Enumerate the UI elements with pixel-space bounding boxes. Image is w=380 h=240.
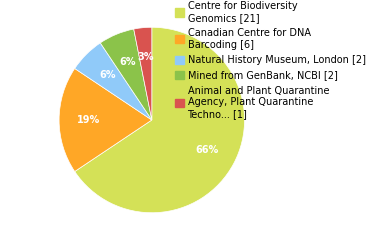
Wedge shape bbox=[100, 29, 152, 120]
Wedge shape bbox=[75, 43, 152, 120]
Wedge shape bbox=[75, 27, 245, 213]
Text: 6%: 6% bbox=[99, 70, 116, 80]
Text: 66%: 66% bbox=[196, 145, 219, 155]
Text: 3%: 3% bbox=[138, 52, 154, 62]
Text: 6%: 6% bbox=[119, 57, 136, 67]
Wedge shape bbox=[134, 27, 152, 120]
Legend: Centre for Biodiversity
Genomics [21], Canadian Centre for DNA
Barcoding [6], Na: Centre for Biodiversity Genomics [21], C… bbox=[174, 0, 366, 120]
Wedge shape bbox=[59, 68, 152, 172]
Text: 19%: 19% bbox=[77, 115, 100, 125]
